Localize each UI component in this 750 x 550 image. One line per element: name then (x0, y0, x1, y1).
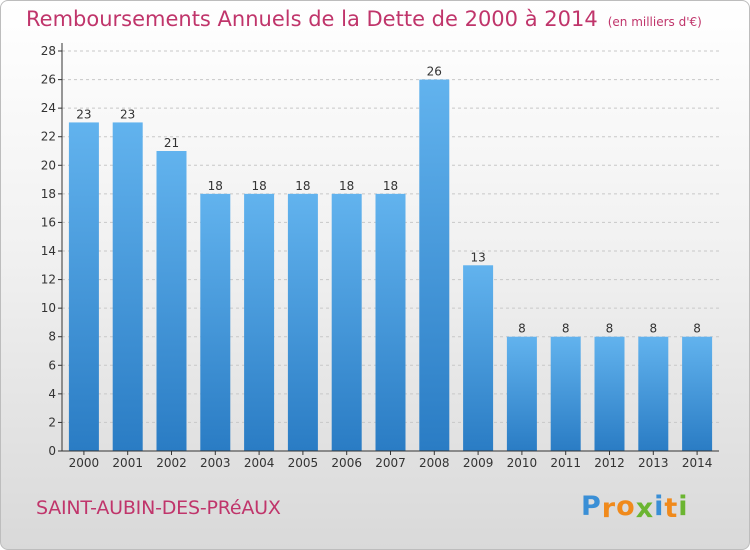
data-label: 18 (295, 179, 310, 193)
bar-2000 (68, 122, 99, 451)
data-label: 8 (562, 322, 570, 336)
x-tick-label: 2002 (156, 456, 187, 470)
chart-subtitle: (en milliers d'€) (607, 15, 702, 29)
y-tick-label: 26 (41, 73, 56, 87)
bar-2009 (463, 265, 494, 451)
data-label: 8 (693, 322, 701, 336)
bar-2002 (156, 151, 187, 451)
logo-letter: i (654, 491, 665, 522)
x-tick-label: 2007 (375, 456, 406, 470)
data-label: 8 (518, 322, 526, 336)
logo-letter: i (678, 491, 689, 522)
data-label: 18 (208, 179, 223, 193)
bar-2001 (112, 122, 143, 451)
x-tick-label: 2003 (200, 456, 231, 470)
y-tick-label: 12 (41, 273, 56, 287)
y-tick-label: 28 (41, 44, 56, 58)
logo-letter: r (601, 493, 617, 524)
proxiti-logo: Proxiti (581, 491, 689, 524)
data-label: 8 (606, 322, 614, 336)
bar-2011 (550, 336, 581, 451)
data-labels: 23 23 21 18 18 18 18 18 26 13 8 8 8 8 8 (76, 65, 701, 336)
bars (68, 79, 713, 452)
data-label: 21 (164, 136, 179, 150)
data-label: 26 (427, 65, 442, 79)
data-label: 8 (649, 322, 657, 336)
chart-title: Remboursements Annuels de la Dette de 20… (26, 7, 702, 31)
x-tick-label: 2001 (112, 456, 143, 470)
bar-2012 (594, 336, 625, 451)
bar-2004 (244, 193, 275, 451)
bar-2005 (287, 193, 318, 451)
bar-2003 (200, 193, 231, 451)
logo-letter: o (616, 491, 636, 522)
x-tick-label: 2008 (419, 456, 450, 470)
x-tick-label: 2013 (638, 456, 669, 470)
bar-2008 (419, 79, 450, 452)
x-tick-label: 2014 (682, 456, 713, 470)
x-tick-label: 2005 (288, 456, 319, 470)
y-tick-label: 2 (48, 415, 56, 429)
x-tick-label: 2010 (507, 456, 538, 470)
bar-2014 (682, 336, 713, 451)
chart-title-text: Remboursements Annuels de la Dette de 20… (26, 7, 598, 31)
bar-2006 (331, 193, 362, 451)
y-tick-label: 18 (41, 187, 56, 201)
data-label: 23 (120, 107, 135, 121)
data-label: 18 (383, 179, 398, 193)
bar-2010 (506, 336, 537, 451)
y-tick-label: 22 (41, 130, 56, 144)
y-tick-label: 20 (41, 158, 56, 172)
logo-letter: P (581, 491, 602, 522)
y-tick-label: 6 (48, 358, 56, 372)
logo-letter: t (664, 493, 679, 524)
y-tick-label: 0 (48, 444, 56, 458)
y-tick-label: 4 (48, 387, 56, 401)
y-tick-label: 10 (41, 301, 56, 315)
bar-2007 (375, 193, 406, 451)
data-label: 18 (251, 179, 266, 193)
data-label: 13 (470, 250, 485, 264)
y-tick-label: 16 (41, 215, 56, 229)
data-label: 18 (339, 179, 354, 193)
x-tick-label: 2009 (463, 456, 494, 470)
x-tick-label: 2011 (550, 456, 581, 470)
bar-2013 (638, 336, 669, 451)
x-tick-label: 2006 (331, 456, 362, 470)
y-tick-label: 8 (48, 330, 56, 344)
x-tick-label: 2012 (594, 456, 625, 470)
logo-letter: x (635, 493, 655, 524)
data-label: 23 (76, 107, 91, 121)
y-tick-label: 24 (41, 101, 56, 115)
commune-name: SAINT-AUBIN-DES-PRéAUX (36, 497, 281, 519)
x-tick-label: 2004 (244, 456, 275, 470)
x-tick-label: 2000 (69, 456, 100, 470)
y-tick-label: 14 (41, 244, 56, 258)
